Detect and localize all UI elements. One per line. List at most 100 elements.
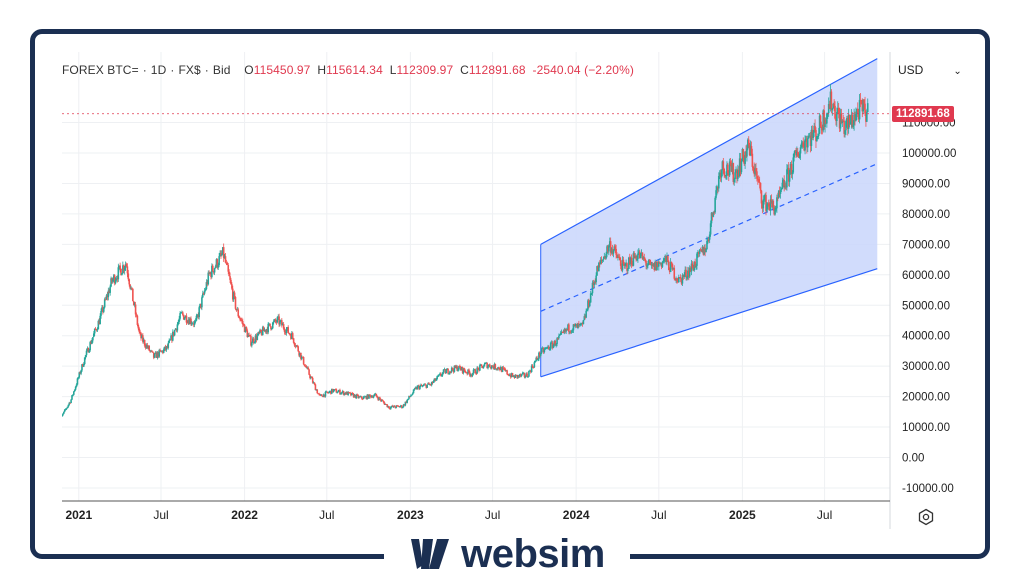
candle-body: [561, 331, 564, 333]
candle-body: [306, 367, 309, 369]
price-chart[interactable]: 110000.00100000.0090000.0080000.0070000.…: [62, 52, 958, 532]
candle-body: [862, 99, 865, 112]
candle-body: [635, 256, 637, 260]
candle-body: [154, 352, 157, 354]
candle-body: [514, 374, 517, 378]
candle-body: [202, 293, 204, 298]
candle-body: [97, 320, 100, 330]
candle-body: [482, 366, 485, 369]
candle-body: [143, 339, 146, 346]
candle-body: [400, 405, 402, 407]
candle-body: [400, 405, 403, 408]
candle-body: [646, 265, 648, 267]
candle-body: [492, 366, 495, 369]
chart-panel[interactable]: 110000.00 100000.00 90000.00 80000.00 70000.…: [62, 52, 958, 532]
candle-body: [353, 394, 356, 398]
candle-body: [589, 293, 592, 303]
candle-body: [829, 91, 832, 110]
candle-body: [295, 345, 298, 347]
candle-body: [813, 125, 815, 133]
candle-body: [835, 118, 837, 122]
candle-body: [721, 161, 724, 171]
candle-body: [404, 401, 407, 406]
candle-body: [447, 368, 449, 374]
candle-body: [541, 348, 544, 350]
candle-body: [77, 377, 80, 379]
candle-body: [551, 342, 554, 348]
candle-body: [471, 373, 474, 376]
candle-body: [753, 167, 755, 175]
candle-body: [114, 279, 117, 284]
candle-body: [853, 114, 855, 125]
currency-selector[interactable]: USD ⌄: [898, 63, 962, 77]
candle-body: [430, 381, 433, 386]
candle-body: [230, 279, 232, 285]
candle-body: [558, 334, 561, 336]
candle-body: [762, 199, 765, 209]
close-value: 112891.68: [468, 63, 526, 77]
symbol-name[interactable]: FOREX BTC=: [62, 63, 139, 77]
candle-body: [511, 373, 514, 377]
candle-body: [580, 322, 583, 324]
candle-body: [535, 357, 537, 361]
candle-body: [796, 151, 798, 156]
candle-body: [711, 212, 714, 217]
last-price-tag: 112891.68: [892, 106, 954, 122]
candle-body: [488, 364, 490, 366]
candle-body: [366, 394, 369, 400]
candle-body: [136, 315, 139, 325]
candle-body: [294, 345, 297, 347]
candle-body: [639, 253, 642, 258]
candle-body: [330, 388, 333, 394]
candle-body: [103, 299, 106, 308]
candle-body: [396, 405, 398, 407]
candle-body: [648, 260, 650, 265]
candle-body: [410, 395, 412, 397]
candle-body: [108, 290, 111, 293]
candle-body: [209, 272, 211, 274]
candle-body: [152, 352, 155, 358]
candle-body: [529, 370, 532, 373]
candle-body: [755, 168, 757, 172]
candle-body: [822, 110, 825, 131]
change-value: -2540.04 (−2.20%): [532, 63, 634, 77]
candle-body: [340, 393, 342, 395]
candle-body: [63, 411, 65, 414]
candle-body: [211, 265, 213, 278]
candle-body: [319, 394, 321, 396]
candle-body: [147, 345, 150, 348]
candle-body: [112, 279, 114, 282]
candle-body: [806, 138, 808, 148]
candle-body: [476, 367, 478, 374]
candle-body: [627, 268, 629, 271]
candle-body: [664, 255, 666, 259]
candle-body: [346, 391, 349, 396]
candle-body: [547, 346, 549, 348]
candle-body: [406, 399, 408, 403]
settings-icon[interactable]: [917, 508, 935, 526]
candle-body: [98, 320, 101, 325]
candle-body: [285, 329, 288, 334]
candle-body: [694, 261, 696, 267]
candle-body: [576, 324, 578, 329]
candle-body: [198, 307, 200, 318]
candle-body: [560, 331, 563, 333]
candle-body: [169, 339, 171, 341]
candle-body: [610, 248, 613, 253]
candle-body: [736, 170, 738, 180]
candle-body: [388, 406, 390, 409]
candle-body: [80, 370, 82, 374]
candle-body: [790, 164, 793, 175]
candle-body: [340, 392, 343, 394]
candle-body: [254, 335, 257, 343]
candle-body: [395, 405, 398, 408]
candle-body: [222, 247, 225, 259]
candle-body: [287, 327, 289, 333]
candle-body: [809, 135, 812, 146]
interval[interactable]: 1D: [150, 63, 167, 77]
candle-body: [824, 119, 826, 128]
candle-body: [747, 139, 750, 145]
candle-body: [805, 138, 807, 140]
y-tick-label: -10000.00: [902, 483, 954, 495]
y-tick-label: 0.00: [902, 453, 924, 465]
